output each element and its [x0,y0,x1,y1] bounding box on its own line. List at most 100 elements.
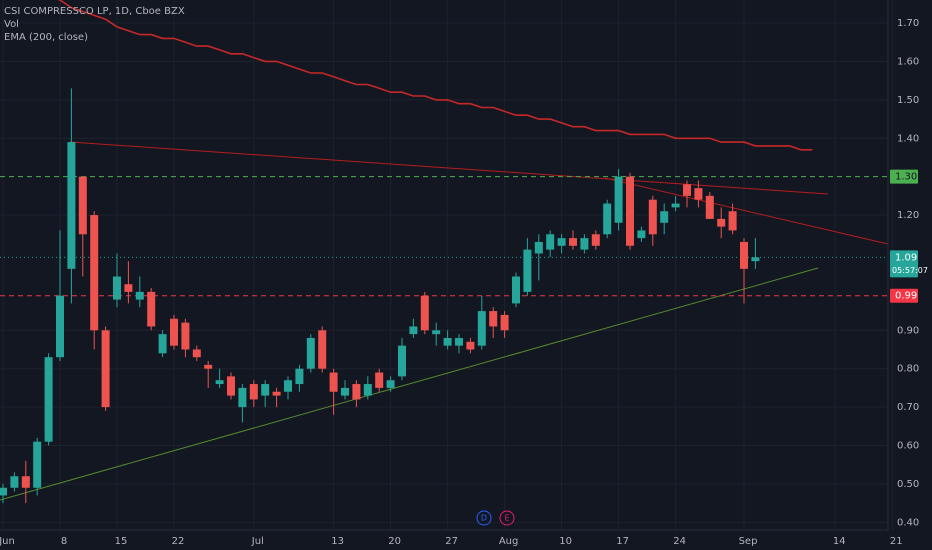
event-label: E [504,514,509,523]
price-label: 1.09 [895,252,917,263]
candle-body [44,357,53,442]
candle-body [432,330,441,335]
trendline [69,141,829,195]
x-tick-label: 22 [172,536,185,547]
candle-body [375,372,384,388]
y-tick-label: 0.80 [897,364,919,375]
candle-body [626,176,634,246]
legend-item: Vol [4,19,19,30]
x-tick-label: Aug [499,536,519,547]
y-tick-label: 0.60 [897,441,919,452]
candle-body [489,311,498,327]
candle-body [249,384,258,400]
candle-body [238,387,247,408]
plot [0,0,888,504]
candle-body [466,341,475,350]
candle-body [614,176,623,223]
candle-body [181,322,190,350]
y-tick-label: 1.40 [897,133,919,144]
candle-body [306,337,315,369]
y-tick-label: 1.50 [897,95,919,106]
candle-body [740,241,748,269]
candle-body [227,376,235,396]
trendlines [0,141,889,501]
candle-body [341,387,349,396]
candle-body [386,380,395,388]
candle-body [10,476,19,488]
candle-body [192,349,201,358]
trendline [604,177,889,245]
candle-body [591,234,600,246]
candle-body [569,238,577,246]
countdown: 05:57:07 [892,266,928,275]
candle-body [728,211,737,231]
candle-body [648,199,657,235]
candle-body [215,380,224,385]
y-tick-label: 0.40 [897,517,919,528]
trendline [0,267,819,501]
event-marker [499,510,515,526]
candle-body [272,391,281,396]
x-tick-label: 17 [616,536,629,547]
candle-body [170,318,178,346]
y-tick-label: 0.50 [897,479,919,490]
x-tick-label: 13 [331,536,344,547]
axis-labels: 0.40 0.50 0.60 0.70 0.80 0.90 1.20 1.40 1.50 1.60… [0,18,928,547]
candle-body [409,326,418,335]
candle-body [455,337,463,346]
candle-body [295,368,304,385]
candle-body [33,441,42,488]
candle-body [557,238,566,246]
x-tick-label: 8 [61,536,67,547]
x-tick-label: 21 [890,536,903,547]
candle-body [284,380,292,392]
candle-body [671,203,680,208]
x-tick-label: Jul [251,536,264,547]
x-tick-label: 14 [833,536,846,547]
price-label: 1.30 [895,172,917,183]
grid [0,0,893,530]
x-tick-label: 20 [388,536,401,547]
y-tick-label: 1.60 [897,56,919,67]
legend-item: EMA (200, close) [4,32,88,43]
candle-body [147,291,156,327]
candle-body [363,384,372,396]
candle-body [67,142,76,269]
candle-body [21,476,30,488]
event-label: D [481,514,487,523]
candle-body [124,284,133,292]
x-tick-label: 27 [445,536,458,547]
x-tick-label: Sep [739,536,758,547]
x-tick-label: Jun [0,536,15,547]
candle-body [329,372,338,392]
candle-body [751,257,760,262]
candle-body [56,295,64,358]
candle-body [101,330,110,408]
candle-body [500,314,509,331]
candle-body [705,195,714,219]
price-label: 0.99 [895,291,917,302]
x-tick-label: 10 [559,536,572,547]
candle-body [477,311,486,346]
ema-line [57,0,813,151]
candle-body [113,276,121,300]
candle-body [420,295,429,331]
candle-body [204,364,213,369]
candle-body [261,384,270,396]
candle-body [717,218,726,227]
y-tick-label: 0.70 [897,402,919,413]
candle-body [135,291,144,300]
x-tick-label: 24 [673,536,686,547]
event-marker [476,510,492,526]
candle-body [443,337,452,346]
candle-body [158,334,167,354]
candle-body [683,184,691,196]
candle-body [318,330,327,369]
candle-body [580,238,589,250]
candle-body [534,241,543,254]
y-tick-label: 1.70 [897,18,919,29]
x-tick-label: 15 [115,536,128,547]
candle-body [90,215,99,331]
